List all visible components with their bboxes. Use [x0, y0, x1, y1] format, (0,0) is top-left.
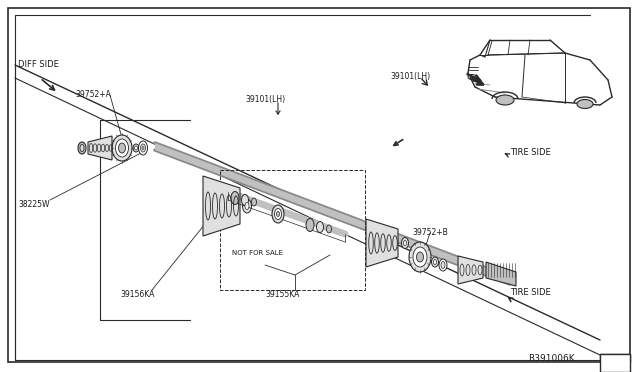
Text: 39156KA: 39156KA — [120, 290, 154, 299]
Bar — [600, 354, 630, 372]
Ellipse shape — [417, 252, 424, 262]
Ellipse shape — [134, 146, 138, 150]
Ellipse shape — [112, 135, 132, 161]
Text: DIFF SIDE: DIFF SIDE — [18, 60, 59, 69]
Polygon shape — [88, 136, 112, 160]
Ellipse shape — [252, 198, 257, 206]
Text: 39752+B: 39752+B — [412, 228, 448, 237]
Ellipse shape — [275, 208, 282, 219]
Ellipse shape — [115, 139, 129, 157]
Ellipse shape — [141, 144, 145, 152]
Ellipse shape — [496, 95, 514, 105]
Text: NOT FOR SALE: NOT FOR SALE — [232, 250, 283, 256]
Polygon shape — [366, 219, 398, 267]
Text: 38225W: 38225W — [18, 200, 49, 209]
Ellipse shape — [133, 144, 139, 152]
Ellipse shape — [413, 247, 427, 267]
Ellipse shape — [306, 218, 314, 231]
Text: 39155KA: 39155KA — [265, 290, 300, 299]
Polygon shape — [155, 143, 510, 284]
Text: 39752+A: 39752+A — [75, 90, 111, 99]
Ellipse shape — [433, 260, 436, 264]
Ellipse shape — [403, 241, 406, 246]
Bar — [220, 170, 365, 290]
Ellipse shape — [468, 74, 476, 80]
Ellipse shape — [231, 192, 239, 205]
Ellipse shape — [441, 262, 445, 269]
Ellipse shape — [439, 259, 447, 271]
Text: TIRE SIDE: TIRE SIDE — [510, 288, 551, 297]
Ellipse shape — [78, 142, 86, 154]
Polygon shape — [203, 176, 240, 236]
Ellipse shape — [118, 143, 125, 153]
Ellipse shape — [138, 141, 147, 155]
Ellipse shape — [317, 221, 323, 232]
Ellipse shape — [326, 225, 332, 233]
Text: 39101(LH): 39101(LH) — [390, 72, 430, 81]
Ellipse shape — [577, 99, 593, 109]
Ellipse shape — [241, 195, 248, 205]
Text: TIRE SIDE: TIRE SIDE — [510, 148, 551, 157]
Ellipse shape — [272, 205, 284, 223]
Ellipse shape — [431, 257, 438, 267]
Polygon shape — [600, 354, 630, 362]
Text: R391006K: R391006K — [529, 354, 575, 363]
Text: 39101(LH): 39101(LH) — [245, 95, 285, 104]
Ellipse shape — [245, 202, 249, 209]
Ellipse shape — [409, 242, 431, 272]
Ellipse shape — [243, 199, 252, 213]
Ellipse shape — [142, 147, 144, 150]
Polygon shape — [458, 256, 483, 284]
Ellipse shape — [276, 212, 280, 217]
Polygon shape — [486, 262, 516, 286]
Ellipse shape — [401, 237, 408, 248]
Ellipse shape — [80, 144, 84, 151]
